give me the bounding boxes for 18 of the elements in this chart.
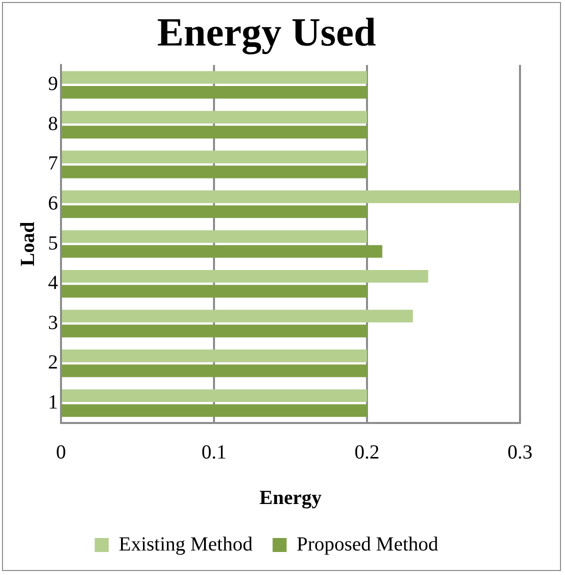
y-tick-label: 2: [48, 352, 58, 374]
y-tick-label: 3: [48, 312, 58, 334]
x-tick-label: 0.1: [202, 441, 226, 464]
legend-label: Existing Method: [118, 533, 253, 556]
x-tick-label: 0: [56, 441, 66, 464]
y-tick-label: 7: [48, 152, 58, 175]
y-tick-label: 6: [48, 192, 58, 214]
legend-label: Proposed Method: [296, 533, 438, 556]
y-tick-label: 1: [48, 391, 58, 414]
y-axis-title: Load: [17, 222, 40, 266]
y-tick-label: 5: [48, 232, 58, 254]
y-tick-label: 4: [48, 272, 58, 294]
chart-title: Energy Used: [157, 9, 376, 54]
x-tick-label: 0.3: [508, 441, 532, 464]
y-tick-label: 9: [48, 73, 58, 96]
x-axis-title: Energy: [259, 487, 322, 510]
y-tick-label: 8: [48, 112, 58, 135]
x-tick-label: 0.2: [354, 441, 380, 464]
